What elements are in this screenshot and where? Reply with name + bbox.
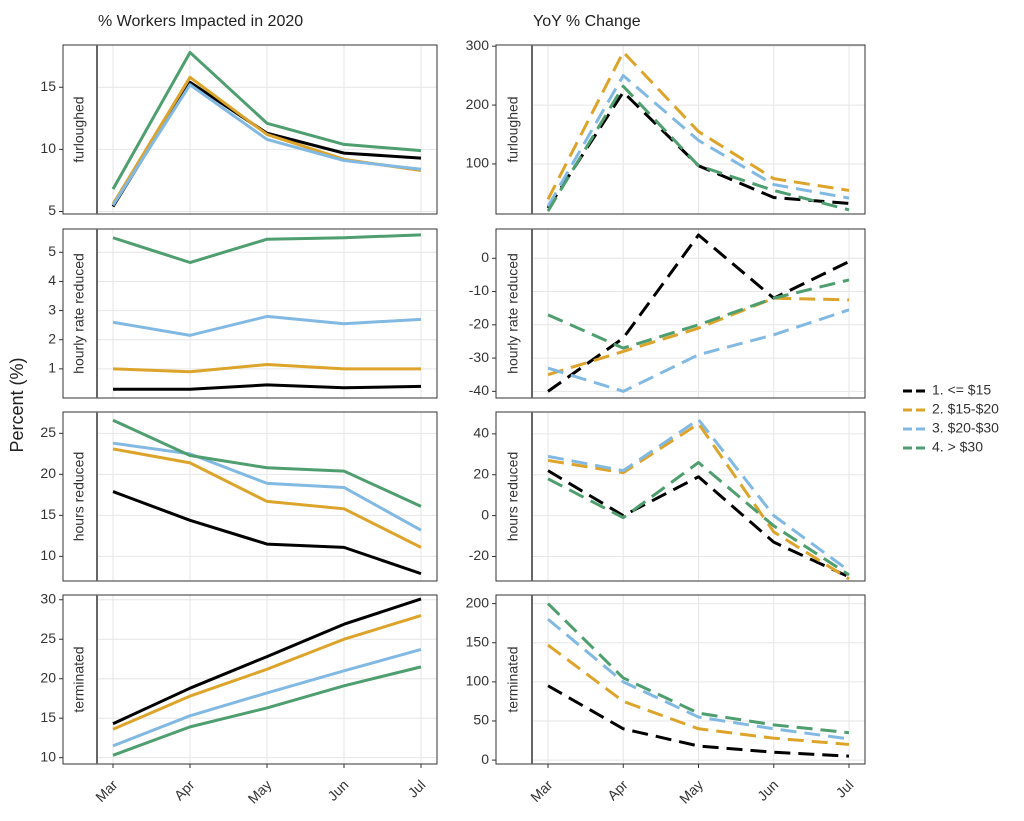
series-line <box>112 614 422 731</box>
y-tick-label: 25 <box>40 424 56 440</box>
series-line <box>547 643 850 746</box>
y-tick-label: -20 <box>469 316 489 332</box>
series-line <box>546 74 850 208</box>
facet-label: terminated <box>71 646 87 712</box>
y-tick-label: 200 <box>466 594 490 610</box>
panel-border <box>62 228 438 399</box>
y-tick-label: 10 <box>40 748 56 764</box>
y-tick-label: 20 <box>473 465 489 481</box>
series-line <box>111 83 422 207</box>
y-tick-label: 100 <box>466 155 490 171</box>
facet-label: hourly rate reduced <box>505 253 521 374</box>
y-tick-label: 2 <box>48 330 56 346</box>
y-tick-label: -30 <box>469 349 489 365</box>
series-line <box>547 460 850 577</box>
y-tick-label: 4 <box>48 272 56 288</box>
y-tick-label: -40 <box>469 382 489 398</box>
y-tick-label: 50 <box>473 712 489 728</box>
y-tick-label: 3 <box>48 301 56 317</box>
y-tick-label: -10 <box>469 282 489 298</box>
series-line <box>547 618 850 741</box>
series-line <box>112 362 421 374</box>
facet-label: hourly rate reduced <box>71 253 87 374</box>
y-tick-label: 15 <box>40 506 56 522</box>
legend-label: 2. $15-$20 <box>932 401 999 417</box>
series-line <box>547 233 850 393</box>
series-line <box>112 441 422 532</box>
series-line <box>112 418 422 508</box>
y-tick-label: 15 <box>40 78 56 94</box>
series-line <box>546 602 850 735</box>
y-tick-label: 10 <box>40 140 56 156</box>
series-line <box>546 50 850 200</box>
y-axis-label: Percent (%) <box>7 357 27 452</box>
y-tick-label: 0 <box>481 751 489 767</box>
panel-border <box>495 594 866 765</box>
series-line <box>112 648 422 748</box>
y-tick-label: 200 <box>466 96 490 112</box>
y-tick-label: 1 <box>48 360 56 376</box>
column-title: % Workers Impacted in 2020 <box>98 13 303 30</box>
panel-border <box>495 411 866 582</box>
facet-label: hours reduced <box>71 452 87 542</box>
y-tick-label: 5 <box>48 202 56 218</box>
y-tick-label: 0 <box>481 249 489 265</box>
legend-label: 1. <= $15 <box>932 382 991 398</box>
facet-label: furloughed <box>505 96 521 162</box>
series-line <box>112 597 422 726</box>
series-line <box>546 84 850 212</box>
series-line <box>112 447 422 549</box>
series-line <box>112 314 422 337</box>
y-tick-label: 30 <box>40 590 56 606</box>
panel-border <box>62 594 438 765</box>
y-tick-label: 10 <box>40 547 56 563</box>
y-tick-label: 100 <box>466 673 490 689</box>
y-tick-label: 20 <box>40 669 56 685</box>
facet-label: terminated <box>505 646 521 712</box>
series-line <box>112 665 422 757</box>
series-line <box>547 308 850 393</box>
y-tick-label: -20 <box>469 547 489 563</box>
series-line <box>112 233 422 265</box>
facet-label: furloughed <box>71 96 87 162</box>
panel-border <box>62 44 438 215</box>
facet-label: hours reduced <box>505 452 521 542</box>
series-line <box>547 684 850 758</box>
series-line <box>113 383 422 391</box>
y-tick-label: 5 <box>48 243 56 259</box>
series-line <box>547 296 850 377</box>
legend-label: 4. > $30 <box>932 439 983 455</box>
series-line <box>547 278 850 350</box>
series-line <box>547 422 850 581</box>
y-tick-label: 40 <box>473 425 489 441</box>
y-tick-label: 150 <box>466 633 490 649</box>
y-tick-label: 15 <box>40 709 56 725</box>
y-tick-label: 20 <box>40 465 56 481</box>
series-line <box>111 50 422 190</box>
series-line <box>547 418 850 572</box>
y-tick-label: 300 <box>466 37 490 53</box>
panel-border <box>495 44 866 215</box>
legend-label: 3. $20-$30 <box>932 420 999 436</box>
y-tick-label: 0 <box>481 506 489 522</box>
y-tick-label: 25 <box>40 630 56 646</box>
column-title: YoY % Change <box>533 13 641 30</box>
series-line <box>112 490 422 576</box>
panel-border <box>62 411 438 582</box>
series-line <box>547 469 850 579</box>
panel-border <box>495 228 866 399</box>
